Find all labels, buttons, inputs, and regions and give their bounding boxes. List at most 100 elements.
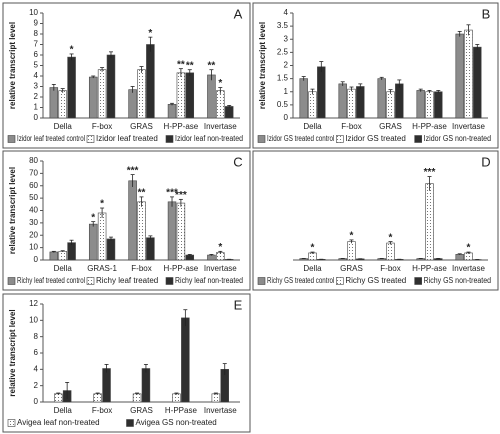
y-axis-title: relative transcript level (8, 22, 17, 109)
x-tick-label: Invertase (204, 264, 237, 273)
x-tick-label: GRAS (379, 122, 402, 131)
y-axis-title: relative transcript level (8, 309, 17, 396)
bar (416, 90, 425, 119)
x-tick-label: GRAS (130, 406, 153, 415)
significance-mark: ** (177, 59, 185, 70)
bar (58, 251, 67, 261)
panel-frame (2, 2, 251, 149)
bar (211, 393, 221, 403)
bar (338, 83, 347, 119)
bar (347, 88, 356, 119)
legend-swatch (7, 277, 16, 285)
x-tick-label: H-PP-ase (164, 122, 199, 131)
y-tick-label: 12 (29, 299, 38, 308)
bar (102, 368, 111, 403)
x-tick-label: Della (54, 122, 73, 131)
panel-letter: E (234, 297, 243, 312)
bar (425, 183, 434, 261)
bar (128, 180, 137, 261)
bar (132, 393, 142, 403)
legend-label: Richy leaf treated (96, 276, 158, 285)
x-tick-label: F-box (92, 406, 112, 415)
bar (386, 242, 395, 261)
bar (224, 106, 234, 119)
bar (172, 393, 181, 403)
legend-label: Richy GS non-treated (424, 276, 491, 285)
legend-label: Izidor leaf treated (96, 134, 158, 143)
bar (425, 91, 434, 119)
y-tick-label: 2.5 (277, 47, 289, 56)
y-tick-label: 6 (34, 50, 39, 59)
x-tick-label: Della (54, 406, 73, 415)
legend-swatch (414, 277, 422, 285)
x-tick-label: Invertase (204, 122, 237, 131)
bar (67, 56, 76, 119)
legend-swatch (7, 135, 16, 143)
y-tick-label: 0.5 (277, 100, 289, 109)
x-tick-label: F-box (92, 122, 112, 131)
y-axis-title: relative transcript level (8, 167, 17, 254)
significance-mark: * (389, 232, 393, 243)
y-tick-label: 1 (34, 103, 39, 112)
significance-mark: * (311, 243, 315, 254)
significance-mark: *** (166, 188, 178, 199)
y-tick-label: 2 (34, 381, 39, 390)
bar (49, 87, 59, 119)
y-tick-label: 9 (34, 19, 39, 28)
x-tick-label: GRAS (340, 264, 363, 273)
significance-mark: * (70, 45, 74, 56)
legend-swatch (7, 419, 16, 427)
panel-letter: B (482, 6, 491, 21)
y-tick-label: 3 (34, 82, 39, 91)
legend-swatch (86, 135, 95, 143)
bar (128, 89, 137, 119)
y-tick-label: 1.5 (277, 74, 289, 83)
y-tick-label: 6 (34, 348, 39, 357)
y-tick-label: 70 (29, 168, 38, 177)
bar (356, 86, 365, 119)
y-tick-label: 8 (34, 29, 39, 38)
bar (347, 241, 356, 261)
legend-label: Richy leaf treated control (17, 276, 85, 285)
legend-swatch (165, 135, 174, 143)
y-tick-label: 3.5 (277, 21, 289, 30)
y-tick-label: 10 (29, 243, 38, 252)
y-tick-label: 10 (29, 315, 38, 324)
x-tick-label: H-PPase (165, 406, 198, 415)
significance-mark: * (218, 242, 222, 253)
y-tick-label: 80 (29, 156, 38, 165)
legend-swatch (86, 277, 95, 285)
y-axis-title: relative transcript level (258, 22, 267, 109)
legend-label: Richy GS treated (345, 276, 406, 285)
bar (207, 74, 216, 119)
legend-label: Richy GS treated control (267, 276, 334, 285)
y-tick-label: 4 (34, 364, 39, 373)
bar (216, 90, 225, 119)
significance-mark: ** (208, 60, 216, 71)
x-tick-label: Della (303, 264, 322, 273)
bar (93, 393, 102, 403)
bar (67, 242, 76, 261)
x-tick-label: Invertase (452, 264, 485, 273)
y-tick-label: 30 (29, 218, 38, 227)
y-tick-label: 0 (34, 255, 39, 264)
bar (185, 72, 195, 119)
bar (167, 201, 177, 261)
bar (106, 54, 116, 119)
y-tick-label: 60 (29, 181, 38, 190)
significance-mark: * (218, 78, 222, 89)
bar (97, 212, 107, 261)
panel-frame (2, 293, 251, 433)
legend-label: Izidor GS non-treated (424, 134, 491, 143)
bar (464, 252, 473, 261)
x-tick-label: H-PP-ase (164, 264, 199, 273)
x-tick-label: Della (54, 264, 73, 273)
x-tick-label: GRAS-1 (87, 264, 117, 273)
panel-frame (2, 150, 251, 291)
bar (185, 254, 195, 261)
bar (49, 251, 59, 261)
y-tick-label: 4 (34, 71, 39, 80)
